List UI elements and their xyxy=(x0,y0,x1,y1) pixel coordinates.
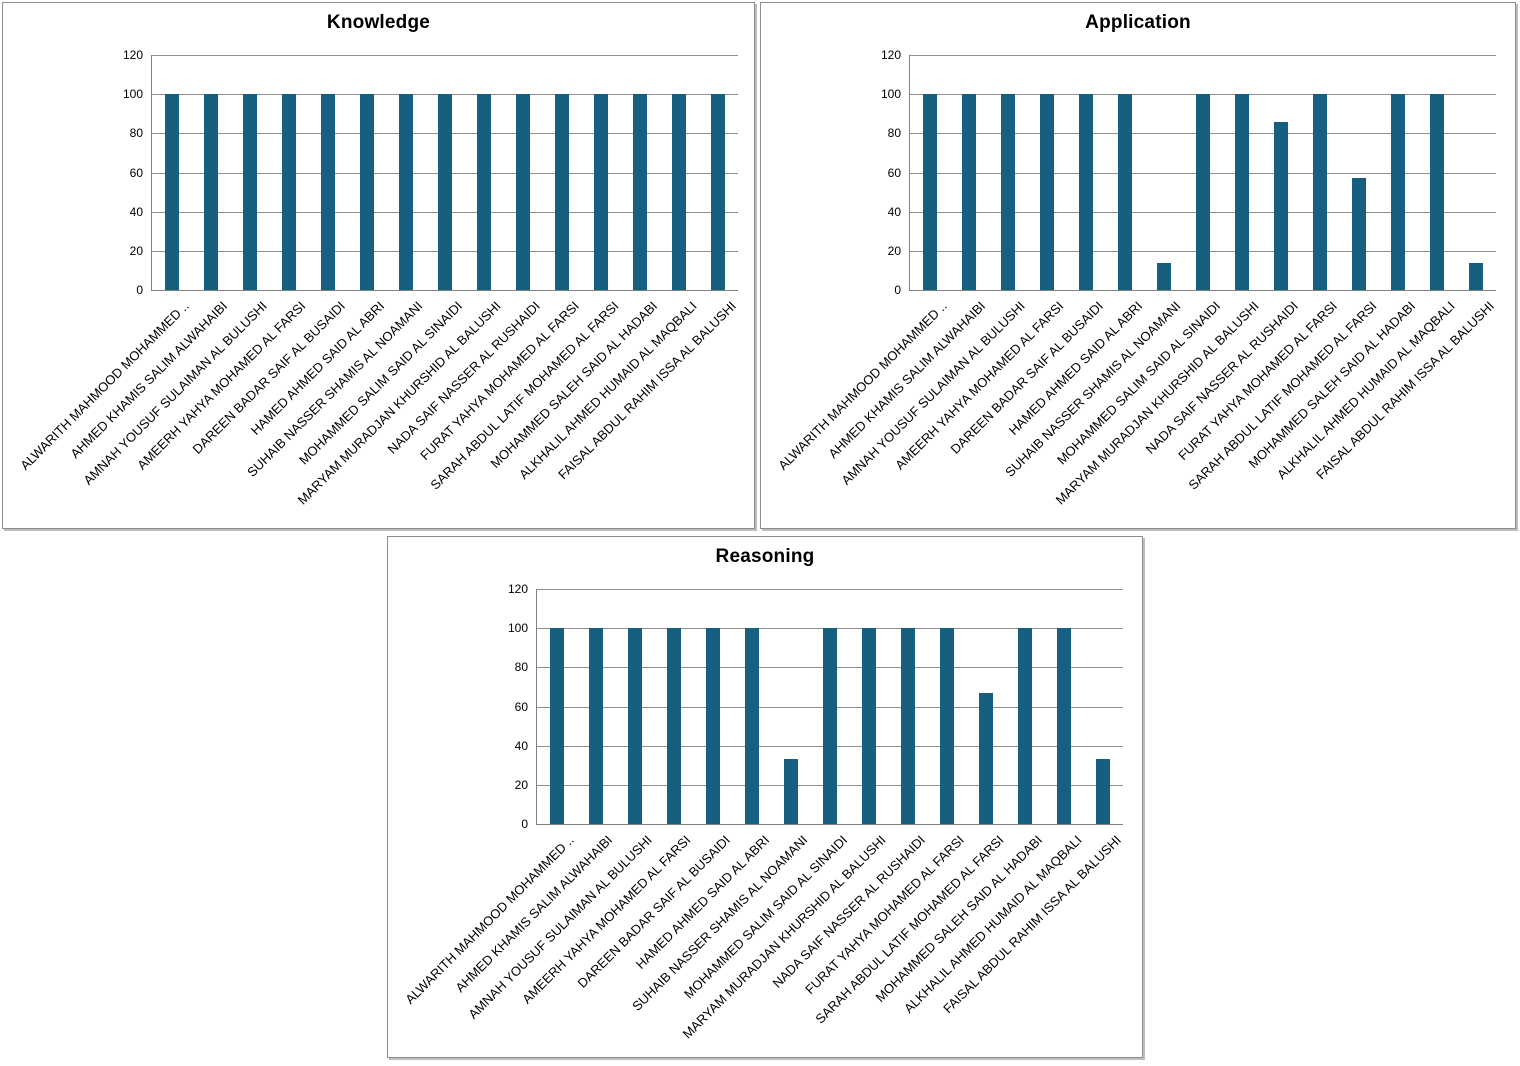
bar-15 xyxy=(1096,759,1111,824)
bar-13 xyxy=(1391,94,1406,290)
y-axis-tick-label: 100 xyxy=(122,87,143,102)
bar-6 xyxy=(359,94,374,290)
chart-title-reasoning: Reasoning xyxy=(715,546,815,567)
bar-3 xyxy=(1000,94,1015,290)
plot-area-reasoning: 120 100 80 60 40 20 0 ALWARITH MAHMOOD MOHAMMED… xyxy=(402,582,1123,1041)
bar-10 xyxy=(901,628,916,824)
bar-2 xyxy=(961,94,976,290)
bar-5 xyxy=(1078,94,1093,290)
plot-area-knowledge: 120 100 80 60 40 20 0 ALWARITH MAHMOOD MOHAMMED… xyxy=(17,48,738,507)
bar-4 xyxy=(1039,94,1054,290)
bar-14 xyxy=(1057,628,1072,824)
chart-panel-reasoning: Reasoning 120 100 80 60 40 20 0 ALWARITH MAHMOO… xyxy=(387,536,1143,1058)
y-axis-tick-label: 80 xyxy=(887,126,901,141)
chart-panel-application: Application 120 100 80 60 40 20 0 ALWARITH MAHM… xyxy=(760,2,1516,529)
bar-11 xyxy=(940,628,955,824)
bar-3 xyxy=(242,94,257,290)
y-axis-tick-label: 40 xyxy=(129,204,143,219)
y-axis-tick-label: 0 xyxy=(894,283,901,297)
bar-2 xyxy=(203,94,218,290)
bar-12 xyxy=(1352,178,1367,290)
bar-11 xyxy=(555,94,570,290)
bar-12 xyxy=(979,692,994,824)
gridline-y-120 xyxy=(910,55,1496,56)
gridline-y-120 xyxy=(537,589,1123,590)
gridline-y-120 xyxy=(152,55,738,56)
bar-13 xyxy=(633,94,648,290)
bar-3 xyxy=(627,628,642,824)
y-axis-tick-label: 0 xyxy=(521,817,528,831)
y-axis-tick-label: 100 xyxy=(507,621,528,636)
bar-8 xyxy=(1196,94,1210,290)
y-axis-tick-label: 60 xyxy=(514,699,528,714)
bar-2 xyxy=(588,628,603,824)
bar-4 xyxy=(281,94,296,290)
bar-13 xyxy=(1018,628,1033,824)
y-axis-tick-label: 120 xyxy=(122,48,143,62)
y-axis-tick-label: 80 xyxy=(129,126,143,141)
bar-12 xyxy=(594,94,609,290)
bar-9 xyxy=(862,628,877,824)
bar-7 xyxy=(1156,262,1171,290)
chart-panel-knowledge: Knowledge 120 100 80 60 40 20 0 ALWARITH MAHMOO… xyxy=(2,2,755,529)
y-axis-tick-label: 120 xyxy=(507,582,528,596)
plot-area-application: 120 100 80 60 40 20 0 ALWARITH MAHMOOD MOHAMMED… xyxy=(775,48,1496,507)
bar-11 xyxy=(1313,94,1328,290)
chart-title-application: Application xyxy=(1085,12,1191,33)
y-axis-tick-label: 100 xyxy=(880,87,901,102)
bar-9 xyxy=(477,94,492,290)
y-axis-tick-label: 0 xyxy=(136,283,143,297)
y-axis-tick-label: 60 xyxy=(129,165,143,180)
bar-8 xyxy=(438,94,452,290)
bar-4 xyxy=(666,628,681,824)
bar-7 xyxy=(398,94,413,290)
y-axis-tick-label: 20 xyxy=(514,777,528,792)
bar-6 xyxy=(1117,94,1132,290)
bar-15 xyxy=(711,94,726,290)
y-axis-tick-label: 80 xyxy=(514,660,528,675)
bar-7 xyxy=(783,759,798,824)
bar-14 xyxy=(672,94,687,290)
y-axis-tick-label: 20 xyxy=(129,243,143,258)
bar-5 xyxy=(320,94,335,290)
bar-10 xyxy=(1274,121,1289,290)
bar-1 xyxy=(922,94,937,290)
bar-9 xyxy=(1235,94,1250,290)
bar-14 xyxy=(1430,94,1445,290)
y-axis-tick-label: 60 xyxy=(887,165,901,180)
bar-8 xyxy=(823,628,837,824)
y-axis-tick-label: 20 xyxy=(887,243,901,258)
bar-1 xyxy=(164,94,179,290)
y-axis-tick-label: 40 xyxy=(514,738,528,753)
y-axis-tick-label: 120 xyxy=(880,48,901,62)
chart-title-knowledge: Knowledge xyxy=(326,12,431,33)
bar-5 xyxy=(705,628,720,824)
bar-6 xyxy=(744,628,759,824)
bar-15 xyxy=(1469,262,1484,290)
bar-1 xyxy=(549,628,564,824)
bar-10 xyxy=(516,94,531,290)
y-axis-tick-label: 40 xyxy=(887,204,901,219)
